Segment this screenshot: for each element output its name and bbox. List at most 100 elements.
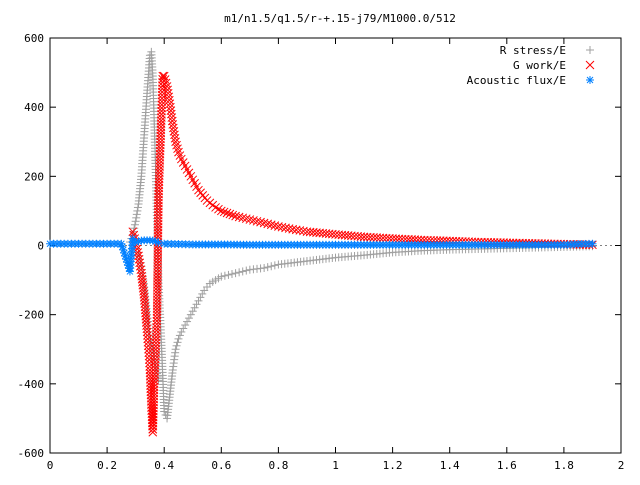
data-point <box>130 224 139 233</box>
data-point <box>156 113 166 122</box>
data-point <box>152 322 161 332</box>
series-2 <box>46 234 597 276</box>
data-point <box>135 258 145 268</box>
data-point <box>219 207 229 217</box>
data-point <box>131 217 140 226</box>
data-point <box>241 214 251 224</box>
series-1 <box>128 71 597 437</box>
data-point <box>157 94 167 103</box>
data-point <box>149 352 158 361</box>
y-tick-label: 200 <box>24 170 44 183</box>
data-point <box>220 271 229 280</box>
data-point <box>263 263 272 272</box>
data-point <box>151 348 160 358</box>
x-tick-label: 1.2 <box>383 459 403 472</box>
data-point <box>174 334 183 343</box>
legend-marker <box>586 46 594 54</box>
data-point <box>423 235 432 245</box>
data-point <box>168 120 178 129</box>
data-point <box>142 327 152 337</box>
data-point <box>170 130 179 140</box>
data-point <box>130 220 139 229</box>
data-point <box>173 144 182 154</box>
data-point <box>231 211 240 221</box>
data-point <box>266 220 276 230</box>
data-point <box>238 213 248 223</box>
data-point <box>172 341 181 350</box>
data-point <box>161 78 171 88</box>
data-point <box>157 100 167 110</box>
data-point <box>214 204 223 214</box>
data-point <box>151 342 161 351</box>
data-point <box>190 303 199 312</box>
data-point <box>134 254 144 264</box>
x-tick-label: 0.2 <box>97 459 117 472</box>
data-point <box>295 226 305 235</box>
data-point <box>194 296 203 305</box>
data-point <box>222 208 232 218</box>
data-point <box>224 270 233 279</box>
series-0 <box>125 47 597 423</box>
data-point <box>228 210 238 220</box>
data-point <box>217 272 226 281</box>
data-point <box>129 230 139 240</box>
data-point <box>270 221 280 230</box>
y-tick-label: -200 <box>18 309 45 322</box>
data-point <box>157 106 166 116</box>
data-point <box>128 227 138 237</box>
x-tick-label: 0.4 <box>154 459 174 472</box>
data-point <box>259 218 269 228</box>
data-point <box>588 239 597 248</box>
data-point <box>181 321 190 330</box>
data-point <box>231 269 240 278</box>
data-point <box>154 238 163 247</box>
data-point <box>152 316 162 326</box>
data-point <box>270 261 279 270</box>
data-point <box>162 82 172 91</box>
x-tick-label: 1.6 <box>497 459 517 472</box>
data-point <box>186 310 195 319</box>
data-point <box>256 217 265 227</box>
data-point <box>152 326 161 335</box>
data-point <box>284 224 294 233</box>
data-point <box>159 71 169 81</box>
data-point <box>177 327 186 336</box>
data-point <box>263 219 273 229</box>
data-point <box>151 329 161 339</box>
data-point <box>143 337 153 347</box>
x-tick-label: 0.8 <box>268 459 288 472</box>
data-point <box>216 206 226 216</box>
data-point <box>154 376 163 385</box>
data-point <box>175 331 184 340</box>
data-point <box>133 206 142 215</box>
data-point <box>171 137 180 147</box>
data-point <box>172 140 181 150</box>
y-tick-label: 0 <box>37 240 44 253</box>
data-point <box>179 324 188 333</box>
data-point <box>277 222 287 232</box>
data-point <box>134 251 143 261</box>
data-point <box>429 236 439 245</box>
y-tick-label: 400 <box>24 101 44 114</box>
data-point <box>151 345 161 354</box>
x-tick-label: 1 <box>332 459 339 472</box>
data-point <box>143 331 152 340</box>
data-points <box>46 47 597 437</box>
data-point <box>435 236 445 246</box>
data-point <box>288 224 298 234</box>
data-point <box>173 338 182 347</box>
data-point <box>144 344 153 354</box>
data-point <box>134 237 143 246</box>
data-point <box>267 262 276 271</box>
legend: R stress/E G work/E Acoustic flux/E <box>467 44 595 87</box>
x-tick-label: 1.4 <box>440 459 460 472</box>
data-point <box>175 151 185 160</box>
data-point <box>132 213 141 222</box>
legend-label: Acoustic flux/E <box>467 74 566 87</box>
data-point <box>426 235 436 245</box>
data-point <box>228 270 237 279</box>
y-tick-label: -400 <box>18 378 45 391</box>
data-point <box>260 263 269 272</box>
